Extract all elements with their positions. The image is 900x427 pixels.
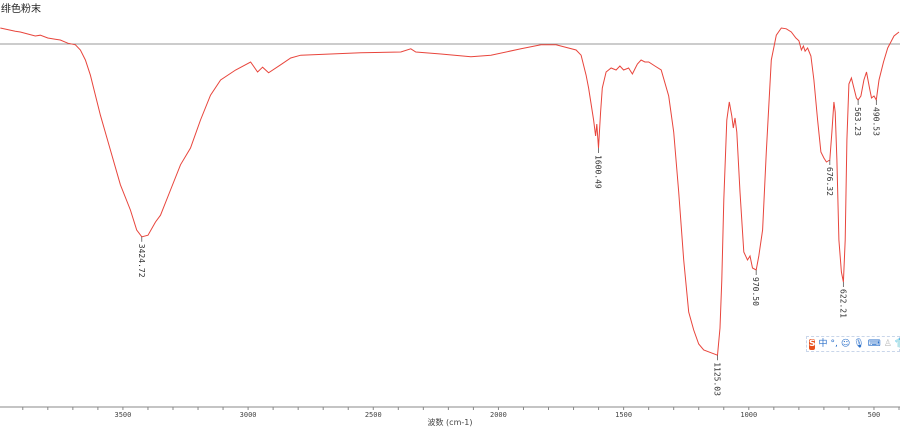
punctuation-icon[interactable]: °, [830, 338, 838, 349]
emoji-icon[interactable]: ☺ [840, 338, 851, 349]
sogou-logo-icon[interactable]: S [809, 338, 816, 350]
x-tick-label: 1000 [740, 411, 757, 419]
peak-marker: 676.32 [825, 160, 834, 196]
peak-label: 676.32 [825, 167, 834, 196]
x-tick-label: 2500 [365, 411, 382, 419]
x-axis-label: 波数 (cm-1) [428, 417, 473, 427]
x-tick-label: 3000 [240, 411, 257, 419]
peak-label: 3424.72 [137, 244, 146, 278]
peak-marker: 622.21 [838, 282, 847, 318]
ime-toolbar[interactable]: S 中 °, ☺ 🎙 ⌨ ♙ 👕 [806, 336, 900, 352]
user-icon[interactable]: ♙ [883, 338, 892, 349]
peak-label: 1600.49 [593, 155, 602, 189]
peak-label: 970.50 [751, 277, 760, 306]
peak-label: 1125.03 [712, 362, 721, 396]
peak-marker: 3424.72 [137, 236, 146, 278]
chinese-mode-icon[interactable]: 中 [818, 338, 828, 349]
microphone-icon[interactable]: 🎙 [853, 338, 865, 349]
x-tick-label: 500 [868, 411, 881, 419]
keyboard-icon[interactable]: ⌨ [867, 338, 881, 349]
peak-marker: 1600.49 [593, 148, 602, 189]
peak-labels: 3424.72 1600.49 1125.03 970.50 676.32 622.21 5… [137, 100, 880, 396]
peak-label: 622.21 [838, 289, 847, 318]
peak-label: 563.23 [853, 107, 862, 136]
x-tick-label: 1500 [615, 411, 632, 419]
peak-marker: 1125.03 [712, 355, 721, 396]
x-axis: 3500 3000 2500 2000 1500 1000 500 [0, 406, 900, 419]
spectrum-line [0, 27, 900, 356]
x-tick-label: 2000 [490, 411, 507, 419]
peak-marker: 563.23 [853, 100, 862, 136]
peak-marker: 490.53 [871, 100, 880, 136]
x-tick-label: 3500 [114, 411, 131, 419]
peak-label: 490.53 [871, 107, 880, 136]
peak-marker: 970.50 [751, 270, 760, 306]
spectrum-title: 绯色粉末 [1, 4, 41, 15]
skin-shirt-icon[interactable]: 👕 [895, 339, 900, 350]
